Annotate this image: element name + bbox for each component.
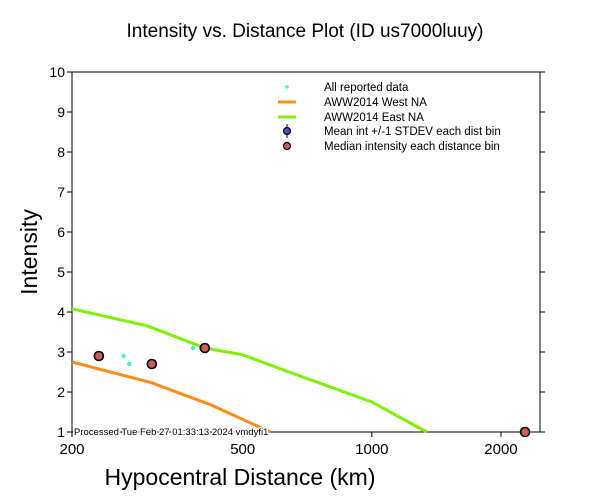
median-point [199,342,211,354]
y-tick-label: 9 [57,104,65,120]
legend-dot-icon [285,85,289,89]
reported-data-point [121,353,126,359]
y-tick-label: 8 [57,144,65,160]
x-tick-label: 200 [59,441,84,458]
y-tick-label: 4 [57,304,65,320]
y-tick-label: 10 [49,64,65,80]
median-point [519,426,531,438]
legend-west-na: AWW2014 West NA [324,97,427,109]
legend-mean: Mean int +/-1 STDEV each dist bin [324,126,501,138]
y-tick-label: 5 [57,264,65,280]
x-axis-label: Hypocentral Distance (km) [105,464,376,490]
legend-median: Median intensity each distance bin [324,141,500,153]
y-tick-label: 6 [57,224,65,240]
y-tick-label: 7 [57,184,65,200]
legend-east-na: AWW2014 East NA [324,112,424,124]
x-tick-label: 2000 [484,441,517,458]
legend-mean-icon [282,126,292,136]
legend-median-icon [282,141,292,151]
west-na-curve [71,360,271,434]
east-na-curve [71,307,428,434]
processed-annotation: Processed Tue Feb 27 01:33:13 2024 vmdyf… [74,427,268,438]
median-point [93,350,105,362]
y-tick-label: 2 [57,384,65,400]
median-point [146,358,158,370]
legend-all-data: All reported data [324,82,409,94]
y-axis-label: Intensity [16,209,42,295]
chart-title: Intensity vs. Distance Plot (ID us7000lu… [127,21,484,42]
x-tick-label: 500 [230,441,255,458]
y-tick-label: 3 [57,344,65,360]
plot-frame [71,71,541,433]
reported-data-point [190,345,196,351]
x-tick-label: 1000 [355,441,388,458]
y-tick-label: 1 [57,424,65,440]
reported-data-point [127,361,132,367]
